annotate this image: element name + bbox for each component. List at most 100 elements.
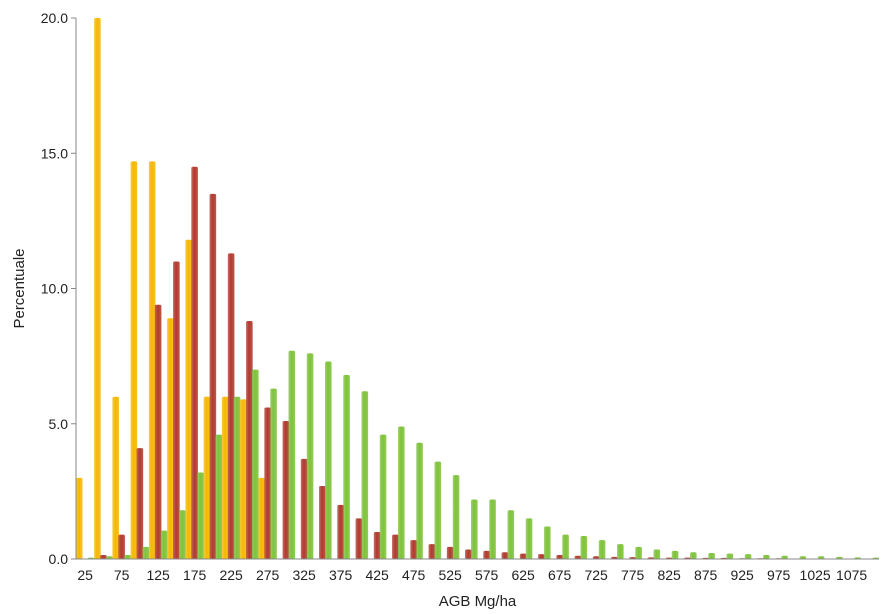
bar-series-c-250 [252,369,259,559]
x-tick-label: 1025 [800,567,831,583]
bar-series-a-75 [112,396,119,559]
bar-series-b-250 [246,320,253,559]
bar-series-b-750 [611,556,618,559]
bar-series-b-50 [100,554,107,559]
x-tick-label: 675 [548,567,572,583]
bar-series-c-225 [233,396,241,559]
x-tick-label: 625 [511,567,535,583]
bar-series-a-25 [75,477,83,559]
bar-series-a-250 [240,399,247,559]
x-tick-label: 225 [219,567,243,583]
x-tick-label: 125 [146,567,170,583]
bar-series-c-375 [343,375,350,559]
x-axis-ticks: 25 75 125 175 225 275 325 375 425 475 525 575 625 675… [77,567,867,583]
bar-series-c-600 [507,510,515,559]
bar-series-a-100 [130,161,138,559]
bar-series-c-525 [452,475,460,559]
x-tick-label: 725 [584,567,608,583]
bar-series-a-200 [203,396,211,559]
bar-series-c-450 [398,426,405,559]
bar-series-c-100 [142,546,150,559]
bar-series-c-1050 [836,556,843,559]
bar-series-b-350 [319,485,326,559]
bar-series-c-725 [598,540,606,559]
bar-series-b-450 [392,534,399,559]
bar-series-c-875 [708,553,715,559]
x-tick-label: 475 [402,567,426,583]
bar-series-a-125 [148,161,156,559]
bar-series-b-525 [446,546,454,559]
bar-series-c-1000 [799,556,807,559]
y-axis-ticks: 0.0 5.0 10.0 15.0 20.0 [41,10,76,567]
x-tick-label: 375 [329,567,353,583]
bar-series-c-775 [635,546,642,559]
bar-series-b-500 [428,544,436,559]
bar-series-b-700 [574,555,582,559]
bar-series-c-950 [763,554,770,559]
bar-series-c-75 [124,554,131,559]
x-tick-label: 75 [114,567,130,583]
bar-series-b-150 [173,261,180,559]
bar-series-b-200 [209,193,217,559]
bar-series-c-625 [525,518,533,559]
bar-series-c-425 [379,434,387,559]
bar-series-c-800 [653,549,661,559]
bar-series-c-400 [361,391,369,559]
x-tick-label: 775 [621,567,645,583]
plot-area [75,18,880,560]
bar-series-b-425 [373,531,381,559]
bar-series-b-550 [465,549,472,559]
bar-series-c-925 [744,554,752,559]
x-tick-label: 575 [475,567,499,583]
bar-series-c-475 [416,442,423,559]
bar-series-a-275 [258,477,265,559]
bar-series-c-200 [215,434,223,559]
bar-series-c-50 [106,556,113,559]
bar-series-b-275 [264,407,271,559]
bar-series-b-225 [227,253,235,559]
x-tick-label: 825 [657,567,681,583]
bar-series-a-150 [167,318,174,559]
bar-series-b-75 [118,534,125,559]
bar-series-c-900 [726,553,734,559]
bar-series-c-575 [489,499,496,559]
bar-series-a-225 [221,396,229,559]
x-tick-label: 275 [256,567,280,583]
bar-series-b-175 [191,166,198,559]
y-tick-label: 0.0 [49,551,69,567]
bar-series-c-350 [325,361,332,559]
bar-series-c-850 [690,552,697,559]
bar-series-b-400 [355,518,363,559]
bar-series-c-500 [434,461,442,559]
bar-series-c-750 [617,544,624,559]
x-tick-label: 425 [365,567,389,583]
bar-series-c-325 [306,353,314,559]
bar-series-c-825 [671,550,679,559]
x-tick-label: 525 [438,567,462,583]
bar-series-c-1025 [817,556,825,559]
bar-series-b-125 [154,304,162,559]
x-tick-label: 975 [767,567,791,583]
y-tick-label: 15.0 [41,145,68,161]
x-axis-title: AGB Mg/ha [439,593,517,610]
bar-series-b-300 [282,421,290,559]
bar-series-c-975 [781,555,788,559]
bar-series-a-175 [185,239,192,559]
x-tick-label: 1075 [836,567,867,583]
bar-series-c-700 [580,536,588,559]
y-tick-label: 5.0 [49,416,69,432]
bar-series-b-575 [483,550,490,559]
bar-series-b-325 [300,458,308,559]
bar-series-b-650 [538,554,545,559]
bar-series-b-675 [556,554,563,559]
bar-series-b-625 [519,553,527,559]
bar-series-c-300 [288,350,296,559]
bar-series-b-475 [410,540,417,559]
y-axis-title: Percentuale [11,248,28,328]
x-tick-label: 325 [292,567,316,583]
x-tick-label: 25 [77,567,93,583]
bar-series-c-175 [197,472,204,559]
bar-series-c-650 [544,526,551,559]
